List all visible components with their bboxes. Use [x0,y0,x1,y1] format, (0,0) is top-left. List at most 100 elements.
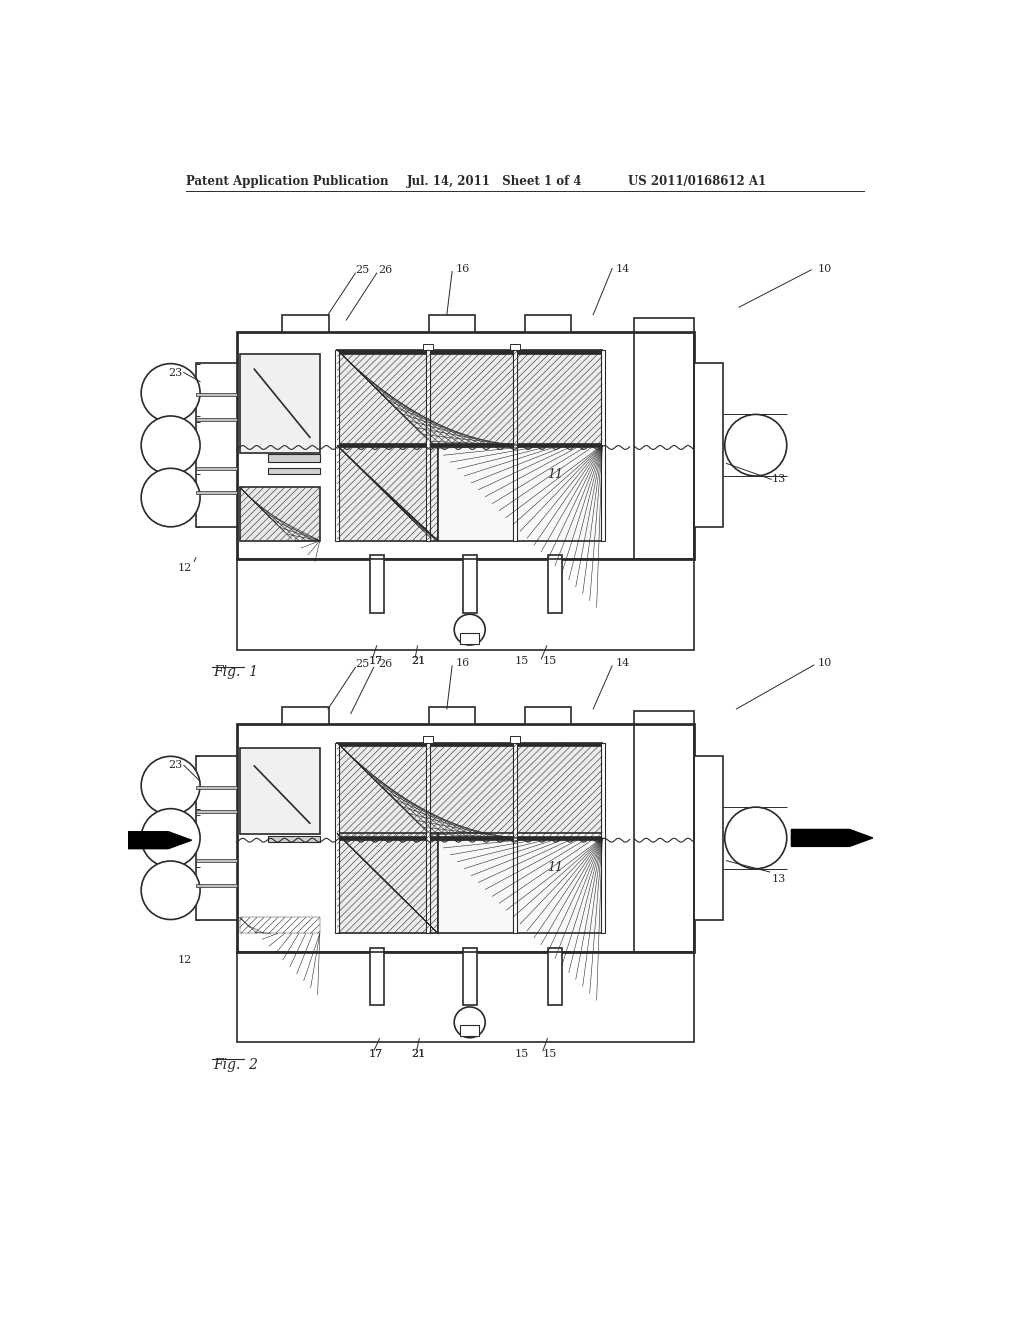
Bar [240,354,319,453]
Bar [601,350,604,541]
Text: 17: 17 [369,1049,383,1059]
Bar [335,350,339,541]
Bar [426,743,430,933]
Text: 11: 11 [548,861,563,874]
Bar [237,725,693,952]
Circle shape [141,809,200,867]
Bar [337,833,438,933]
Bar [197,393,237,396]
Bar [634,331,693,558]
Bar [237,952,693,1043]
Bar [513,743,517,933]
Bar [524,314,571,331]
Bar [197,859,237,862]
Bar [335,743,339,933]
Text: Fig.  1: Fig. 1 [213,665,258,678]
Bar [426,350,430,541]
Text: 15: 15 [543,656,557,667]
Text: 21: 21 [412,656,426,667]
Circle shape [141,469,200,527]
Text: 15: 15 [543,1049,557,1059]
Text: 23: 23 [168,760,182,771]
Bar [370,948,384,1006]
Bar [634,318,693,331]
Text: 15: 15 [515,656,529,667]
Text: 23: 23 [168,367,182,378]
Bar [197,884,237,887]
Bar [438,445,602,541]
Text: 16: 16 [456,657,470,668]
Circle shape [455,1007,485,1038]
Bar [335,743,604,746]
Bar [197,756,237,920]
Circle shape [141,861,200,920]
Bar [197,810,237,813]
Text: 11: 11 [548,469,563,482]
Bar [197,363,237,527]
Text: 14: 14 [616,264,630,273]
Bar [283,314,329,331]
Text: Patent Application Publication: Patent Application Publication [186,176,389,187]
Bar [524,708,571,725]
Text: US 2011/0168612 A1: US 2011/0168612 A1 [628,176,766,187]
Bar [634,710,693,725]
Text: 26: 26 [378,265,392,275]
Circle shape [141,363,200,422]
Bar [240,748,319,834]
Bar [337,350,602,445]
Circle shape [141,756,200,814]
Bar [548,948,561,1006]
Bar [513,350,517,541]
Bar [370,554,384,612]
Text: 21: 21 [412,1049,426,1059]
Text: 17: 17 [369,1049,383,1059]
Bar [510,343,520,350]
Bar [693,756,723,920]
Bar [461,1026,479,1036]
Bar [197,467,237,470]
Bar [693,363,723,527]
Text: 25: 25 [355,659,370,669]
Bar [237,331,693,558]
Bar [197,785,237,789]
Bar [268,469,319,474]
Text: Jul. 14, 2011   Sheet 1 of 4: Jul. 14, 2011 Sheet 1 of 4 [407,176,583,187]
Polygon shape [792,829,872,846]
Bar [335,350,604,354]
Circle shape [725,807,786,869]
Text: 17: 17 [369,656,383,667]
Circle shape [141,416,200,474]
Bar [548,554,561,612]
Text: 12: 12 [178,956,193,965]
Text: 16: 16 [456,264,470,273]
Text: Fig.  2: Fig. 2 [213,1057,258,1072]
Circle shape [725,414,786,477]
Bar [240,487,319,541]
Bar [423,343,433,350]
Bar [634,725,693,952]
Bar [283,708,329,725]
Bar [429,314,475,331]
Text: 10: 10 [818,657,831,668]
Bar [461,632,479,644]
Text: 15: 15 [515,1049,529,1059]
Polygon shape [240,917,319,933]
Bar [438,833,602,933]
Bar [335,836,604,840]
Text: 21: 21 [412,1049,426,1059]
Bar [268,454,319,462]
Bar [237,558,693,649]
Polygon shape [111,832,191,849]
Bar [337,743,602,838]
Text: 25: 25 [355,265,370,275]
Bar [240,917,319,933]
Text: 17: 17 [369,656,383,667]
Bar [463,554,477,612]
Text: 21: 21 [412,656,426,667]
Text: 13: 13 [771,474,785,484]
Bar [510,737,520,743]
Circle shape [455,614,485,645]
Bar [337,445,438,541]
Bar [601,743,604,933]
Text: 10: 10 [818,264,831,273]
